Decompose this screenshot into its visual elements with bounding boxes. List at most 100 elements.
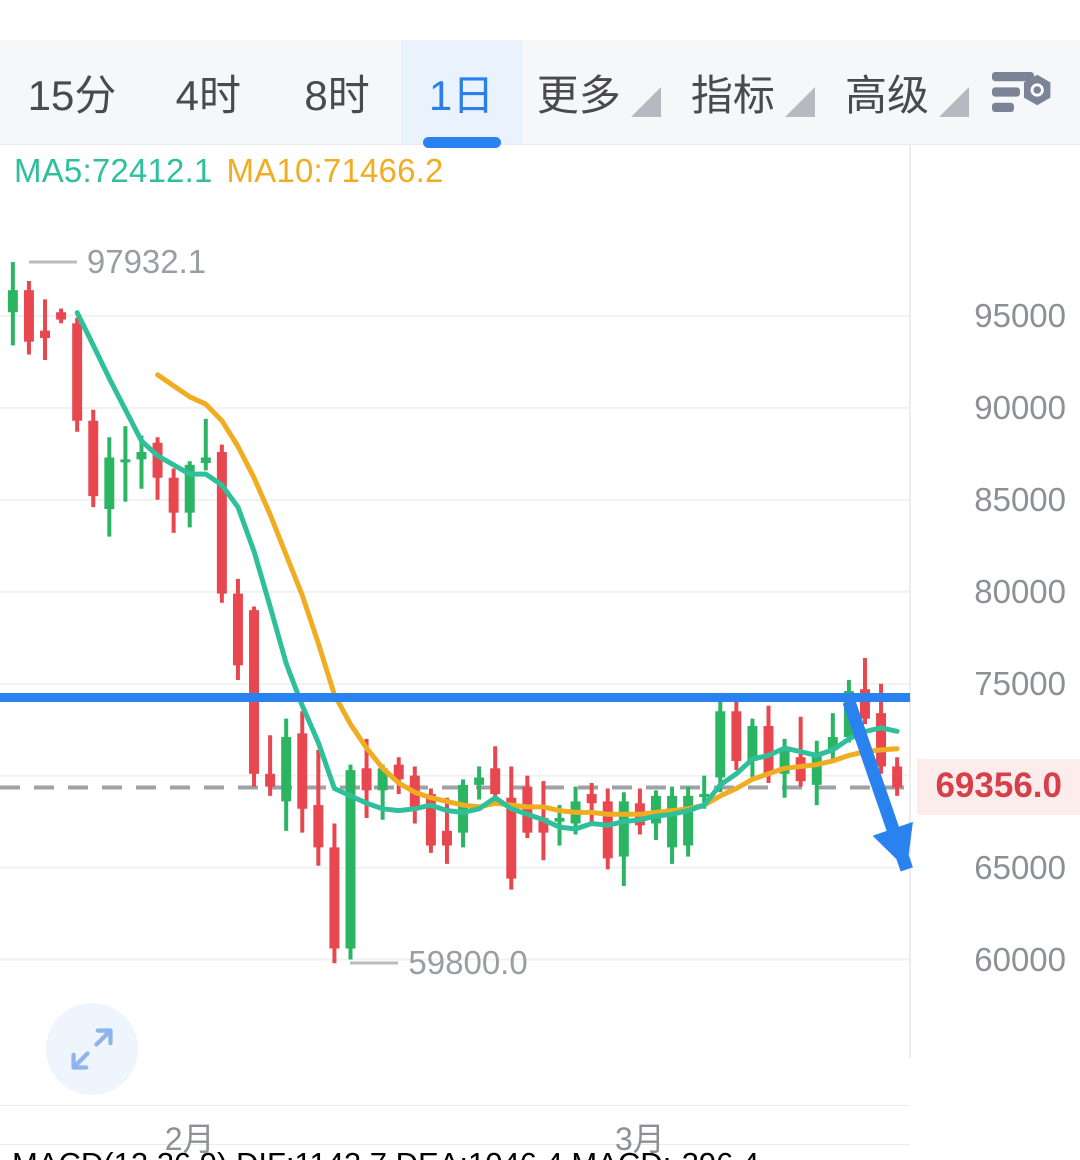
tab-label: 指标 xyxy=(690,71,775,119)
candle-body xyxy=(281,737,292,802)
ma5-line xyxy=(74,310,900,832)
xaxis-divider xyxy=(0,1105,910,1106)
candle-body xyxy=(377,768,388,791)
tab-label: 8时 xyxy=(304,71,370,119)
tab-label: 15分 xyxy=(27,71,117,119)
candle-body xyxy=(297,733,308,809)
chevron-down-icon xyxy=(784,87,815,117)
candle-body xyxy=(393,764,404,780)
x-axis-tick-label: 3月 xyxy=(614,1121,665,1157)
candle-body xyxy=(747,725,758,761)
candle-body xyxy=(586,794,597,804)
candle-body xyxy=(23,290,34,342)
ma10-legend-value: MA10:71466.2 xyxy=(226,152,444,189)
candle-body xyxy=(474,777,485,785)
tab-3[interactable]: 1日 xyxy=(401,40,522,148)
candle-body xyxy=(859,689,870,719)
bearish-down-arrow[interactable] xyxy=(842,699,913,872)
candle-body xyxy=(313,805,324,848)
candle-body xyxy=(779,749,790,774)
candle-body xyxy=(763,725,774,774)
tab-2[interactable]: 8时 xyxy=(273,40,402,144)
tab-6[interactable]: 高级 xyxy=(830,40,984,144)
tab-0[interactable]: 15分 xyxy=(0,40,144,144)
candle-body xyxy=(265,773,276,787)
tab-label: 4时 xyxy=(175,71,241,119)
candle-body xyxy=(72,323,83,421)
candle-body xyxy=(184,464,195,513)
expand-fullscreen-icon xyxy=(71,1028,113,1070)
candle-body xyxy=(650,795,661,824)
candle-body xyxy=(506,797,517,879)
candle-body xyxy=(811,753,822,785)
y-axis-tick-label: 60000 xyxy=(974,940,1066,978)
candle-body xyxy=(876,713,887,767)
candle-body xyxy=(458,784,469,833)
macd-indicator-strip: MACD(12,26,9) DIF:1142.7 DEA:1046.4 MACD… xyxy=(0,1146,1080,1160)
candle-body xyxy=(554,817,565,822)
candle-body xyxy=(892,766,903,788)
candle-body xyxy=(361,768,372,791)
candle-body xyxy=(683,795,694,846)
candle-body xyxy=(490,768,501,795)
y-axis-tick-label: 85000 xyxy=(974,480,1066,518)
candle-body xyxy=(329,847,340,949)
candle-body xyxy=(120,459,131,463)
chart-settings-icon xyxy=(984,64,1058,120)
candle-body xyxy=(441,830,452,846)
candle-body xyxy=(345,770,356,949)
candle-body xyxy=(88,420,99,497)
y-axis-tick-label: 90000 xyxy=(974,388,1066,426)
candle-body xyxy=(104,457,115,510)
active-tab-indicator xyxy=(422,137,501,148)
chart-canvas xyxy=(0,145,913,1058)
y-axis-tick-label: 80000 xyxy=(974,572,1066,610)
candle-body xyxy=(538,817,549,833)
high-marker-dash xyxy=(28,260,77,264)
candle-body xyxy=(7,290,18,313)
candle-body xyxy=(425,794,436,846)
candle-body xyxy=(602,801,613,859)
candle-body xyxy=(715,711,726,778)
current-price-badge: 69356.0 xyxy=(917,759,1080,816)
candle-body xyxy=(216,451,227,594)
tab-label: 更多 xyxy=(536,71,621,119)
candle-body xyxy=(136,451,147,460)
expand-fullscreen-button[interactable] xyxy=(46,1003,138,1095)
low-price-label: 59800.0 xyxy=(408,944,528,982)
chevron-down-icon xyxy=(630,87,661,117)
candle-body xyxy=(56,312,67,320)
candle-body xyxy=(152,442,163,478)
y-axis-tick-label: 75000 xyxy=(974,664,1066,702)
candle-body xyxy=(200,457,211,464)
tab-label: 1日 xyxy=(428,71,495,119)
arrow-head xyxy=(872,821,913,870)
low-marker-dash xyxy=(350,961,399,965)
chart-settings-button[interactable] xyxy=(984,40,1058,144)
candle-body xyxy=(168,477,179,513)
candle-body xyxy=(827,737,838,750)
ma10-line xyxy=(155,372,900,817)
candle-body xyxy=(249,610,260,774)
tab-4[interactable]: 更多 xyxy=(522,40,676,144)
status-bar-spacer xyxy=(0,0,1080,40)
candle-body xyxy=(618,801,629,857)
y-axis-tick-label: 95000 xyxy=(974,296,1066,334)
candle-body xyxy=(699,794,710,798)
tab-5[interactable]: 指标 xyxy=(676,40,830,144)
ma5-legend-value: MA5:72412.1 xyxy=(14,152,213,189)
candle-body xyxy=(667,795,678,848)
candle-series xyxy=(7,261,903,964)
high-price-label: 97932.1 xyxy=(86,242,207,280)
timeframe-toolbar: 15分 4时 8时 1日 更多 指标 高级 xyxy=(0,40,1080,148)
indicator-divider xyxy=(0,1144,910,1145)
candlestick-chart[interactable]: 6000065000700007500080000850009000095000… xyxy=(0,145,1080,1105)
candle-body xyxy=(731,711,742,761)
candle-body xyxy=(522,786,533,833)
y-axis-tick-label: 65000 xyxy=(974,848,1066,886)
candle-body xyxy=(232,593,243,666)
macd-legend-text: MACD(12,26,9) DIF:1142.7 DEA:1046.4 MACD… xyxy=(12,1146,759,1160)
moving-average-legend: MA5:72412.1 MA10:71466.2 xyxy=(14,152,444,190)
tab-1[interactable]: 4时 xyxy=(144,40,273,144)
tab-label: 高级 xyxy=(844,71,929,119)
